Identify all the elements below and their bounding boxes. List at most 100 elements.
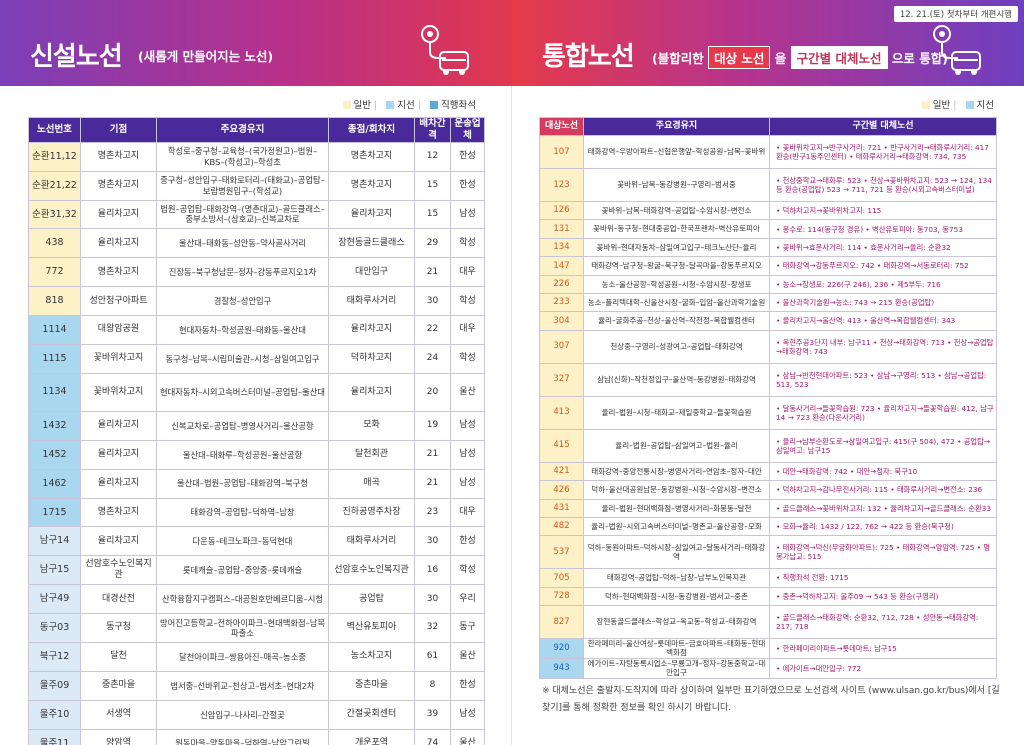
target-route-cell: 131 <box>539 219 584 239</box>
via-cell: 율리–법원–공업탑–삼일여고–법원–율리 <box>583 428 770 463</box>
table-row: 1462 율리차고지 울산대–법원–공업탑–태화강역–북구청 매곡 21 남성 <box>28 468 485 499</box>
route-number-cell: 순환21,22 <box>28 170 81 201</box>
via-cell: 꽃바위–남목–태화강역–공업탑–수암시장–변전소 <box>583 200 770 221</box>
via-cell: 율리–법원–현대백화점–병영사거리–화봉동–달천 <box>583 498 770 518</box>
express-swatch <box>430 101 439 109</box>
replacement-cell: • 천상중학교→태화루: 523 • 천상→꽃바위차고지: 523 → 124,… <box>769 168 997 202</box>
via-cell: 울산대–태화루–학성공원–울산공항 <box>156 439 329 470</box>
replacement-cell: • 꽃바위차고지→반구사거리: 721 • 반구사거리→태화루사거리: 417 … <box>769 135 997 169</box>
col-via: 주요경유지 <box>156 117 329 143</box>
via-cell: 천상중–구영리–성광여고–공업탑–태화강역 <box>583 329 770 364</box>
table-row: 705 태화강역–공업탑–덕하–남창–남부노인복지관 • 직행좌석 전환: 1715 <box>539 568 997 588</box>
target-route-cell: 920 <box>539 638 584 659</box>
end-cell: 대안입구 <box>328 257 415 288</box>
table-row: 1114 대왕암공원 현대자동차–학성공원–태화동–울산대 율리차고지 22 대우 <box>28 315 485 345</box>
replacement-route-box: 구간별 대체노선 <box>790 46 888 69</box>
via-cell: 현대자동차–시외고속버스터미널–공업탑–울산대 <box>156 372 329 412</box>
table-row: 147 태화강역–남구청–왕굴–북구청–달곡마을–강동푸르지오 • 태화강역→강동푸… <box>539 256 997 276</box>
target-route-cell: 943 <box>539 657 584 679</box>
via-cell: 태화강역–공업탑–덕하역–남창 <box>156 497 329 528</box>
general-swatch <box>921 101 930 109</box>
table-row: 827 장현동골드클래스–학성교–옥교동–학성교–태화강역 • 골드클래스→태화강역… <box>539 605 997 640</box>
interval-cell: 16 <box>414 555 451 586</box>
via-cell: 태화강역–남구청–왕굴–북구청–달곡마을–강동푸르지오 <box>583 256 770 276</box>
end-cell: 율리차고지 <box>328 315 415 345</box>
replacement-cell: • 울산과학기술원→농소: 743 → 215 환승(공업탑) <box>769 292 997 313</box>
interval-cell: 21 <box>414 468 451 499</box>
interval-cell: 39 <box>414 699 451 730</box>
start-cell: 율리차고지 <box>80 526 157 557</box>
new-routes-title: 신설노선 <box>30 42 123 72</box>
start-cell: 명촌차고지 <box>80 170 157 201</box>
route-number-cell: 북구12 <box>28 642 81 672</box>
legend-general: 일반 <box>932 100 951 111</box>
interval-cell: 30 <box>414 526 451 557</box>
route-number-cell: 동구03 <box>28 613 81 643</box>
table-row: 438 율리차고지 울산대–태화동–성안동–약사골사거리 장현동골드클래스 29 학성 <box>28 228 485 259</box>
interval-cell: 30 <box>414 286 451 317</box>
via-cell: 현대자동차–학성공원–태화동–울산대 <box>156 315 329 345</box>
table-row: 1715 명촌차고지 태화강역–공업탑–덕하역–남창 진하공영주차장 23 대우 <box>28 497 485 528</box>
via-cell: 방어진고등학교–전하아이파크–현대백화점–남목파출소 <box>156 613 329 643</box>
bus-route-icon <box>421 25 469 75</box>
via-cell: 농소–폴리텍대학–신울산시장–굴화–입암–울산과학기술원 <box>583 292 770 313</box>
table-row: 울주09 중촌마을 범서중–선바위교–천상고–범서초–현대2차 중촌마을 8 한성 <box>28 670 485 701</box>
new-routes-legend: 일반 | 지선 | 직행좌석 <box>337 97 476 111</box>
replacement-cell: • 골드클래스→꽃바위차고지: 132 • 율리차고지→골드클래스: 순환33 <box>769 498 997 518</box>
col-interval: 배차간격 <box>414 117 451 143</box>
start-cell: 명촌차고지 <box>80 497 157 528</box>
interval-cell: 24 <box>414 343 451 374</box>
table-row: 421 태화강역–중앙전통시장–병영사거리–연암초–정자–대안 • 대안→태화강역:… <box>539 461 997 482</box>
new-routes-header: 신설노선 (새롭게 만들어지는 노선) <box>0 0 512 86</box>
start-cell: 양암역 <box>80 728 157 745</box>
interval-cell: 32 <box>414 613 451 643</box>
start-cell: 율리차고지 <box>80 468 157 499</box>
route-number-cell: 울주11 <box>28 728 81 745</box>
table-row: 233 농소–폴리텍대학–신울산시장–굴화–입암–울산과학기술원 • 울산과학기술원… <box>539 292 997 313</box>
via-cell: 경찰청–성안입구 <box>156 286 329 317</box>
via-cell: 법원–공업탑–태화강역–(명촌대교)–골드클래스–중부소방서–(삼호교)–신복교… <box>156 199 329 230</box>
date-badge: 12. 21.(토) 첫차부터 개편시행 <box>893 6 1018 22</box>
table-row: 426 덕하–울산대공원남문–동강병원–시청–수암시장–변전소 • 덕하차고지→감나… <box>539 480 997 500</box>
company-cell: 학성 <box>450 286 485 317</box>
company-cell: 울산 <box>450 728 485 745</box>
replacement-cell: • 에가이트→대안입구: 772 <box>769 657 997 679</box>
via-cell: 꽃바위–현대자동차–삼일여고입구–테크노산단–율리 <box>583 237 770 258</box>
company-cell: 한성 <box>450 141 485 172</box>
table-row: 남구14 율리차고지 다운동–테크노파크–동덕현대 태화루사거리 30 한성 <box>28 526 485 557</box>
route-number-cell: 남구49 <box>28 584 81 615</box>
via-cell: 태화강역–우방아파트–신협은행앞–학성공원–남목–꽃바위 <box>583 135 770 169</box>
via-cell: 덕하–동원아파트–덕하시장–삼일여고–달동사거리–태화강역 <box>583 535 770 570</box>
col-route-number: 노선번호 <box>28 117 81 143</box>
target-route-cell: 134 <box>539 237 584 258</box>
via-cell: 중구청–성안입구–태화로터리–(태화교)–공업탑–보람병원입구–(학성교) <box>156 170 329 201</box>
table-row: 1115 꽃바위차고지 동구청–남목–시립미술관–시청–삼일여고입구 덕하차고지 24 학… <box>28 343 485 374</box>
table-row: 1452 율리차고지 울산대–태화루–학성공원–울산공항 달천회관 21 남성 <box>28 439 485 470</box>
target-route-cell: 431 <box>539 498 584 518</box>
table-row: 107 태화강역–우방아파트–신협은행앞–학성공원–남목–꽃바위 • 꽃바위차고지→… <box>539 135 997 169</box>
target-route-cell: 147 <box>539 256 584 276</box>
interval-cell: 29 <box>414 228 451 259</box>
target-route-cell: 226 <box>539 274 584 294</box>
route-number-cell: 818 <box>28 286 81 317</box>
via-cell: 산학융합지구캠퍼스–대공원호반베르디움–시청 <box>156 584 329 615</box>
interval-cell: 21 <box>414 257 451 288</box>
table-row: 1134 꽃바위차고지 현대자동차–시외고속버스터미널–공업탑–울산대 율리차고지 20… <box>28 372 485 412</box>
footnote: ※ 대체노선은 출발지-도착지에 따라 상이하여 일부만 표기하였으므로 노선검… <box>542 686 1000 714</box>
merged-routes-subtitle: (불합리한 대상 노선 을 구간별 대체노선 으로 통합) <box>652 46 948 69</box>
route-number-cell: 438 <box>28 228 81 259</box>
company-cell: 남성 <box>450 468 485 499</box>
via-cell: 범서중–선바위교–천상고–범서초–현대2차 <box>156 670 329 701</box>
via-cell: 다운동–테크노파크–동덕현대 <box>156 526 329 557</box>
via-cell: 장현동골드클래스–학성교–옥교동–학성교–태화강역 <box>583 605 770 640</box>
branch-swatch <box>386 101 395 109</box>
route-number-cell: 1715 <box>28 497 81 528</box>
via-cell: 달천아이파크–쌍용아진–매곡–농소중 <box>156 642 329 672</box>
company-cell: 동구 <box>450 613 485 643</box>
table-row: 728 덕하–현대백화점–시청–동강병원–범서고–중촌 • 중촌→덕하차고지: 울주… <box>539 586 997 607</box>
route-number-cell: 772 <box>28 257 81 288</box>
end-cell: 태화루사거리 <box>328 286 415 317</box>
legend-branch: 지선 <box>397 100 415 111</box>
route-number-cell: 1432 <box>28 410 81 441</box>
company-cell: 대우 <box>450 497 485 528</box>
